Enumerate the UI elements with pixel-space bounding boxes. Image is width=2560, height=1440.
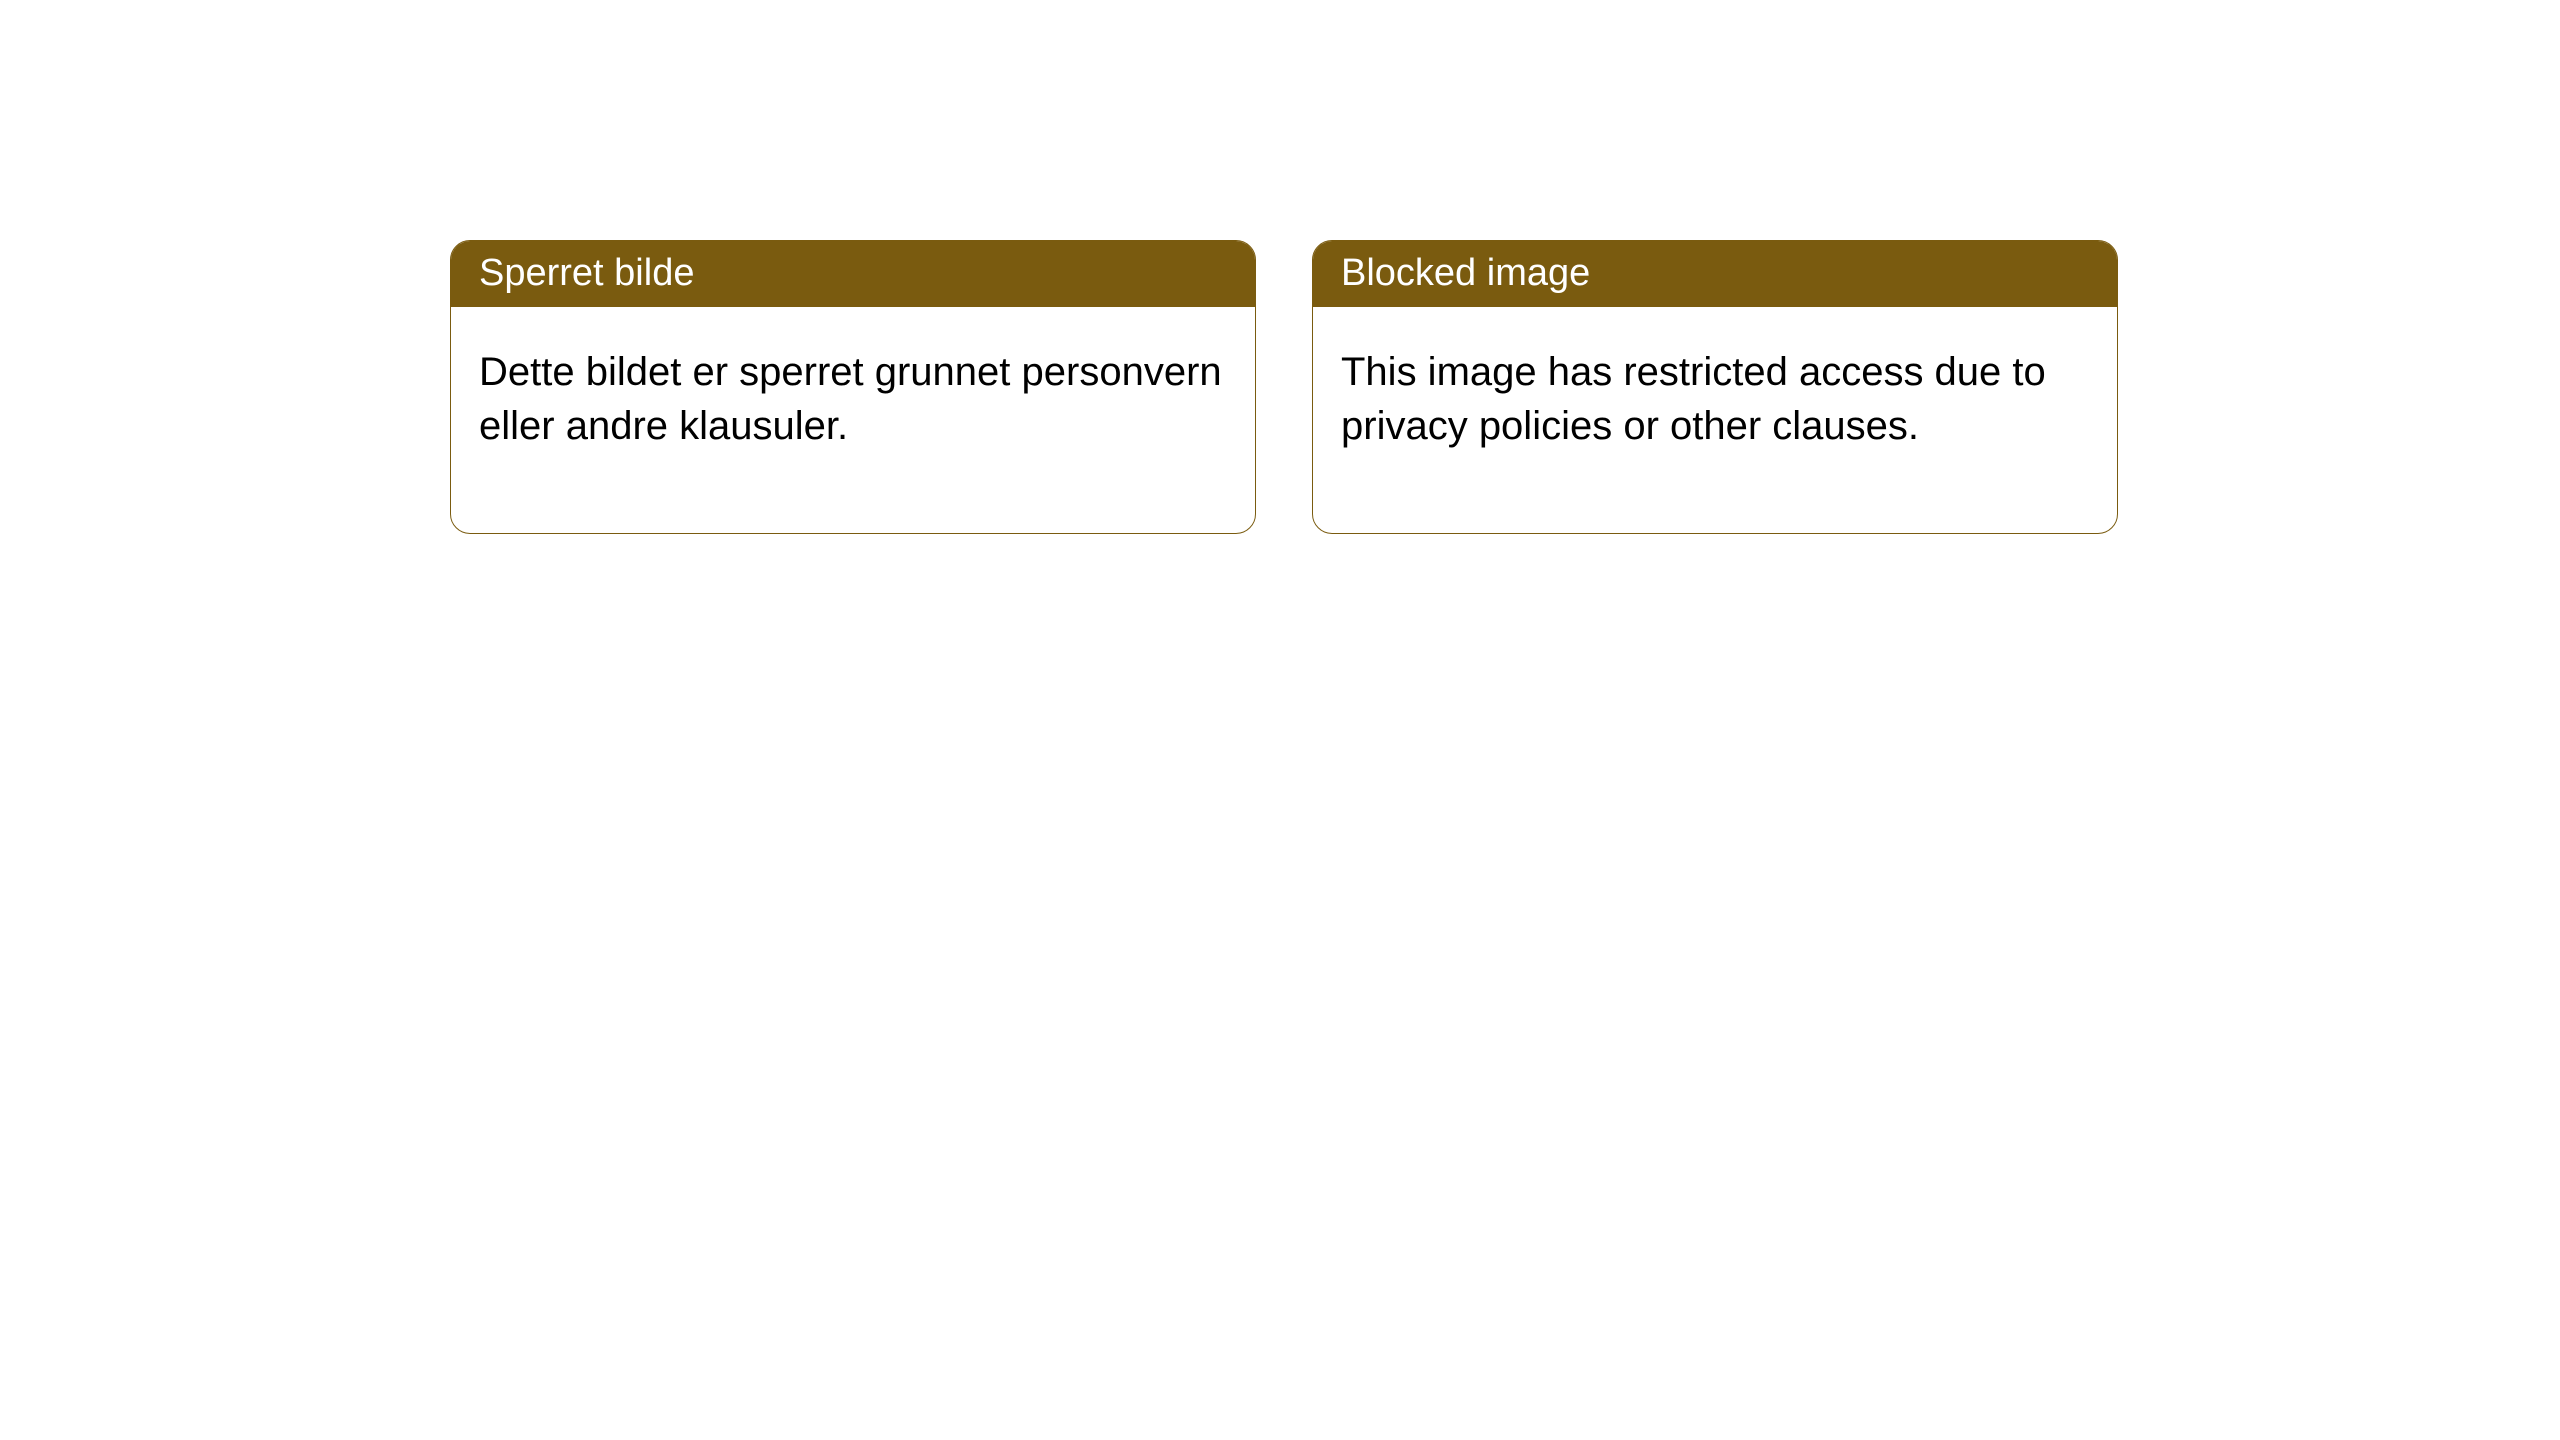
- card-header: Sperret bilde: [451, 241, 1255, 307]
- notice-card-norwegian: Sperret bilde Dette bildet er sperret gr…: [450, 240, 1256, 534]
- card-title: Blocked image: [1341, 252, 1590, 294]
- card-body: This image has restricted access due to …: [1313, 307, 2117, 533]
- card-header: Blocked image: [1313, 241, 2117, 307]
- card-body: Dette bildet er sperret grunnet personve…: [451, 307, 1255, 533]
- notice-cards-container: Sperret bilde Dette bildet er sperret gr…: [0, 0, 2560, 534]
- card-body-text: Dette bildet er sperret grunnet personve…: [479, 350, 1222, 448]
- card-body-text: This image has restricted access due to …: [1341, 350, 2046, 448]
- card-title: Sperret bilde: [479, 252, 694, 294]
- notice-card-english: Blocked image This image has restricted …: [1312, 240, 2118, 534]
